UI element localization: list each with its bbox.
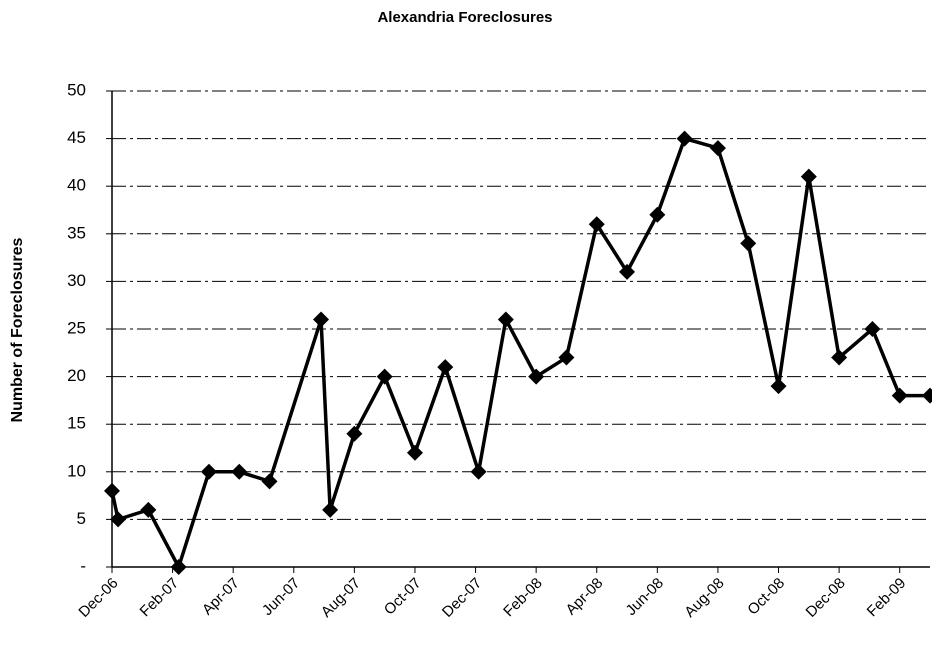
marker: [619, 263, 636, 280]
y-tick-label: 35: [67, 223, 86, 242]
marker: [800, 168, 817, 185]
x-tick-label: Jun-08: [623, 575, 667, 619]
marker: [346, 425, 363, 442]
y-tick-label: 15: [67, 414, 86, 433]
marker: [200, 463, 217, 480]
marker: [649, 206, 666, 223]
y-tick-label: -: [80, 556, 86, 575]
x-tick-label: Dec-07: [439, 575, 485, 621]
marker: [891, 387, 908, 404]
marker: [864, 321, 881, 337]
marker: [170, 559, 187, 575]
y-tick-label: 5: [77, 509, 86, 528]
x-tick-label: Feb-09: [864, 575, 910, 621]
marker: [528, 368, 545, 385]
x-tick-label: Feb-08: [500, 575, 546, 621]
x-tick-label: Apr-08: [563, 575, 607, 619]
x-tick-label: Feb-07: [137, 575, 183, 621]
x-tick-label: Oct-07: [381, 575, 425, 619]
marker: [376, 368, 393, 385]
y-tick-label: 30: [67, 271, 86, 290]
y-tick-label: 20: [67, 366, 86, 385]
marker: [110, 511, 127, 528]
marker: [261, 473, 278, 490]
marker: [588, 216, 605, 233]
y-axis-title: Number of Foreclosures: [9, 237, 26, 422]
x-tick-label: Dec-08: [803, 575, 849, 621]
marker: [770, 378, 787, 395]
x-tick-label: Oct-08: [744, 575, 788, 619]
y-tick-label: 40: [67, 176, 86, 195]
marker: [709, 140, 726, 157]
marker: [313, 311, 330, 328]
y-tick-label: 10: [67, 461, 86, 480]
marker: [497, 311, 514, 328]
marker: [104, 482, 120, 499]
marker: [322, 501, 339, 518]
y-tick-label: 45: [67, 128, 86, 147]
marker: [676, 130, 693, 147]
x-tick-label: Aug-07: [318, 575, 364, 621]
chart-title: Alexandria Foreclosures: [377, 9, 552, 26]
x-tick-label: Jun-07: [259, 575, 303, 619]
marker: [831, 349, 848, 366]
marker: [740, 235, 757, 252]
marker: [140, 501, 157, 518]
x-tick-label: Dec-06: [75, 575, 121, 621]
marker: [437, 359, 454, 376]
marker: [558, 349, 575, 366]
x-tick-label: Aug-08: [681, 575, 727, 621]
y-tick-label: 50: [67, 80, 86, 99]
series-line: [110, 136, 930, 569]
y-tick-label: 25: [67, 318, 86, 337]
marker: [406, 444, 423, 461]
marker: [231, 463, 248, 480]
marker: [470, 463, 487, 480]
x-tick-label: Apr-07: [199, 575, 243, 619]
marker: [922, 387, 932, 404]
